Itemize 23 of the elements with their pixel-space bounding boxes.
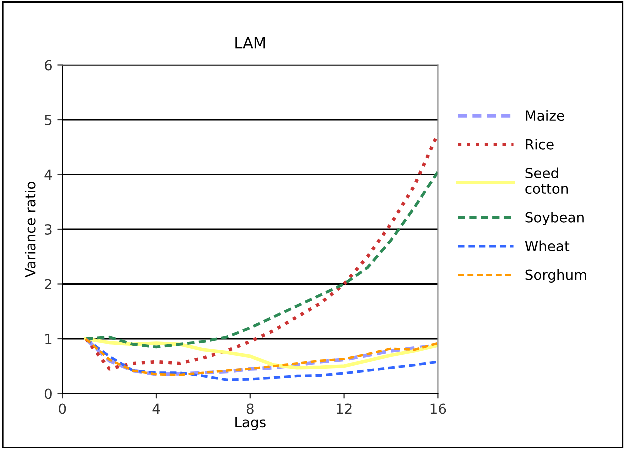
- legend-label: Wheat: [525, 240, 570, 252]
- chart-title: LAM: [236, 37, 266, 49]
- y-tick-label: 0: [44, 388, 52, 400]
- y-tick-label: 1: [46, 334, 52, 344]
- x-tick-label: 12: [336, 404, 352, 414]
- line-series: [84, 170, 438, 349]
- legend-label: Sorghum: [526, 270, 586, 283]
- legend-label: Seed cotton: [526, 168, 568, 194]
- y-tick-label: 3: [45, 224, 52, 235]
- y-tick-label: 5: [45, 115, 52, 126]
- y-axis-title: Variance ratio: [25, 182, 36, 278]
- x-tick-label: 0: [59, 404, 66, 414]
- legend-label: Soybean: [526, 212, 584, 226]
- x-tick-label: 8: [246, 404, 254, 414]
- legend-label: Rice: [526, 139, 554, 150]
- legend-label: Maize: [526, 110, 564, 122]
- x-tick-label: 16: [430, 404, 446, 414]
- y-tick-label: 6: [45, 60, 52, 71]
- x-tick-label: 4: [152, 404, 160, 414]
- line-series: [84, 337, 438, 370]
- x-axis-title: Lags: [236, 417, 266, 430]
- y-tick-label: 2: [45, 279, 52, 290]
- y-tick-label: 4: [44, 170, 52, 180]
